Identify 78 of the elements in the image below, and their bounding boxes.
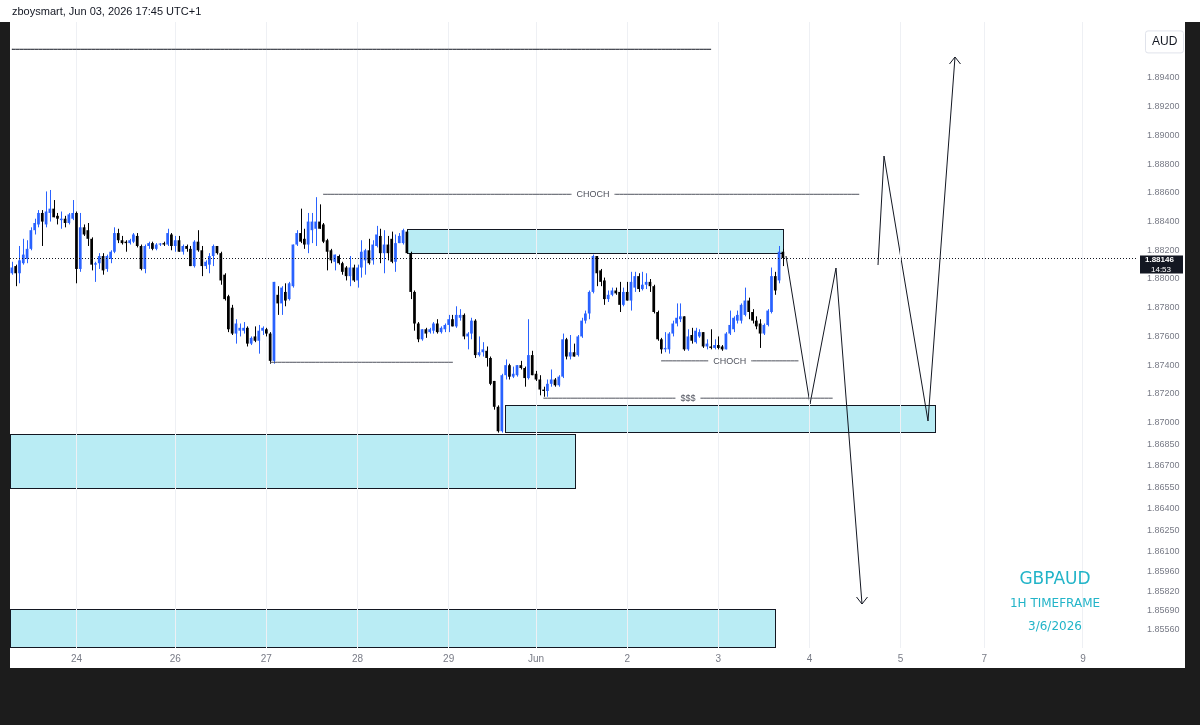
- candlestick: [18, 245, 21, 284]
- candlestick: [211, 244, 215, 267]
- x-tick-label: 4: [806, 652, 813, 664]
- candlestick: [595, 255, 599, 287]
- series-label: CHOCH: [713, 355, 747, 366]
- candlestick: [390, 231, 394, 264]
- candlestick: [378, 228, 382, 264]
- y-tick-label: 1.87200: [1147, 388, 1180, 399]
- y-tick-label: 1.89400: [1147, 72, 1180, 83]
- candlestick: [283, 282, 287, 307]
- x-tick-label: 27: [260, 652, 273, 664]
- candlestick: [306, 212, 310, 254]
- candlestick: [314, 196, 318, 247]
- annotation: 3/6/2026: [1028, 619, 1082, 634]
- x-tick-label: 3: [715, 652, 722, 664]
- y-tick-label: 1.89000: [1147, 129, 1180, 140]
- candlestick: [299, 208, 302, 244]
- candlestick: [71, 199, 75, 221]
- y-tick-label: 1.88800: [1147, 158, 1180, 169]
- text: zboysmart, Jun 03, 2026 17:45 UTC+1: [12, 4, 202, 18]
- candlestick: [246, 325, 249, 347]
- candlestick: [143, 244, 147, 274]
- ref-line-label: 1.88146: [1145, 255, 1175, 265]
- y-tick-label: 1.87000: [1147, 417, 1180, 428]
- y-tick-label: 1.88400: [1147, 216, 1180, 227]
- candlestick: [394, 234, 397, 273]
- candlestick: [565, 337, 568, 360]
- y-tick-label: 1.86550: [1147, 481, 1180, 492]
- candlestick: [568, 334, 572, 360]
- candlestick: [587, 289, 591, 320]
- y-tick-label: 1.87600: [1147, 330, 1180, 341]
- y-tick-label: 1.85820: [1147, 586, 1180, 597]
- x-tick-label: 5: [897, 652, 904, 664]
- candlestick: [728, 310, 732, 336]
- y-tick-label: 1.85690: [1147, 605, 1180, 616]
- x-tick-label: 9: [1080, 652, 1087, 664]
- y-tick-label: 1.88000: [1147, 273, 1180, 284]
- text: 14:53: [1150, 264, 1172, 274]
- x-tick-label: 26: [169, 652, 182, 664]
- candlestick: [416, 321, 420, 343]
- candlestick: [625, 281, 629, 302]
- text: GBPAUD: [1019, 567, 1091, 588]
- candlestick: [276, 285, 280, 316]
- candlestick: [280, 285, 283, 316]
- y-tick-label: 1.89200: [1147, 101, 1180, 112]
- candlestick: [641, 271, 644, 291]
- y-tick-label: 1.86850: [1147, 438, 1180, 449]
- candlestick: [538, 374, 542, 396]
- y-axis-title: AUD: [1145, 30, 1185, 54]
- candlestick: [527, 318, 530, 381]
- x-tick-label: 2: [624, 652, 631, 664]
- x-tick-label: 7: [981, 652, 988, 664]
- candlestick: [747, 297, 751, 320]
- series-label: CHOCH: [576, 189, 610, 200]
- candlestick: [622, 287, 625, 307]
- y-tick-label: 1.88600: [1147, 187, 1180, 198]
- series-label: $$$: [680, 393, 696, 404]
- y-tick-label: 1.86100: [1147, 546, 1180, 557]
- x-tick-label: 29: [443, 652, 455, 664]
- x-tick-label: 28: [351, 652, 364, 664]
- y-tick-label: 1.86250: [1147, 524, 1180, 535]
- candlestick: [530, 350, 534, 376]
- y-tick-label: 1.86400: [1147, 503, 1180, 514]
- candlestick: [773, 271, 777, 296]
- y-tick-label: 1.87400: [1147, 359, 1180, 370]
- candlestick: [678, 302, 682, 323]
- y-tick-label: 1.87800: [1147, 302, 1180, 313]
- candlestick: [14, 264, 18, 287]
- x-tick-label: 24: [70, 652, 83, 664]
- annotation: 1H TIMEFRAME: [1009, 596, 1101, 611]
- candlestick: [637, 272, 640, 293]
- candlestick: [462, 312, 466, 340]
- candlestick: [94, 261, 97, 283]
- y-tick-label: 1.85960: [1147, 566, 1180, 577]
- y-tick-label: 1.85560: [1147, 623, 1180, 634]
- x-tick-label: Jun: [527, 652, 545, 664]
- y-tick-label: 1.88200: [1147, 244, 1180, 255]
- y-tick-label: 1.86700: [1147, 460, 1180, 471]
